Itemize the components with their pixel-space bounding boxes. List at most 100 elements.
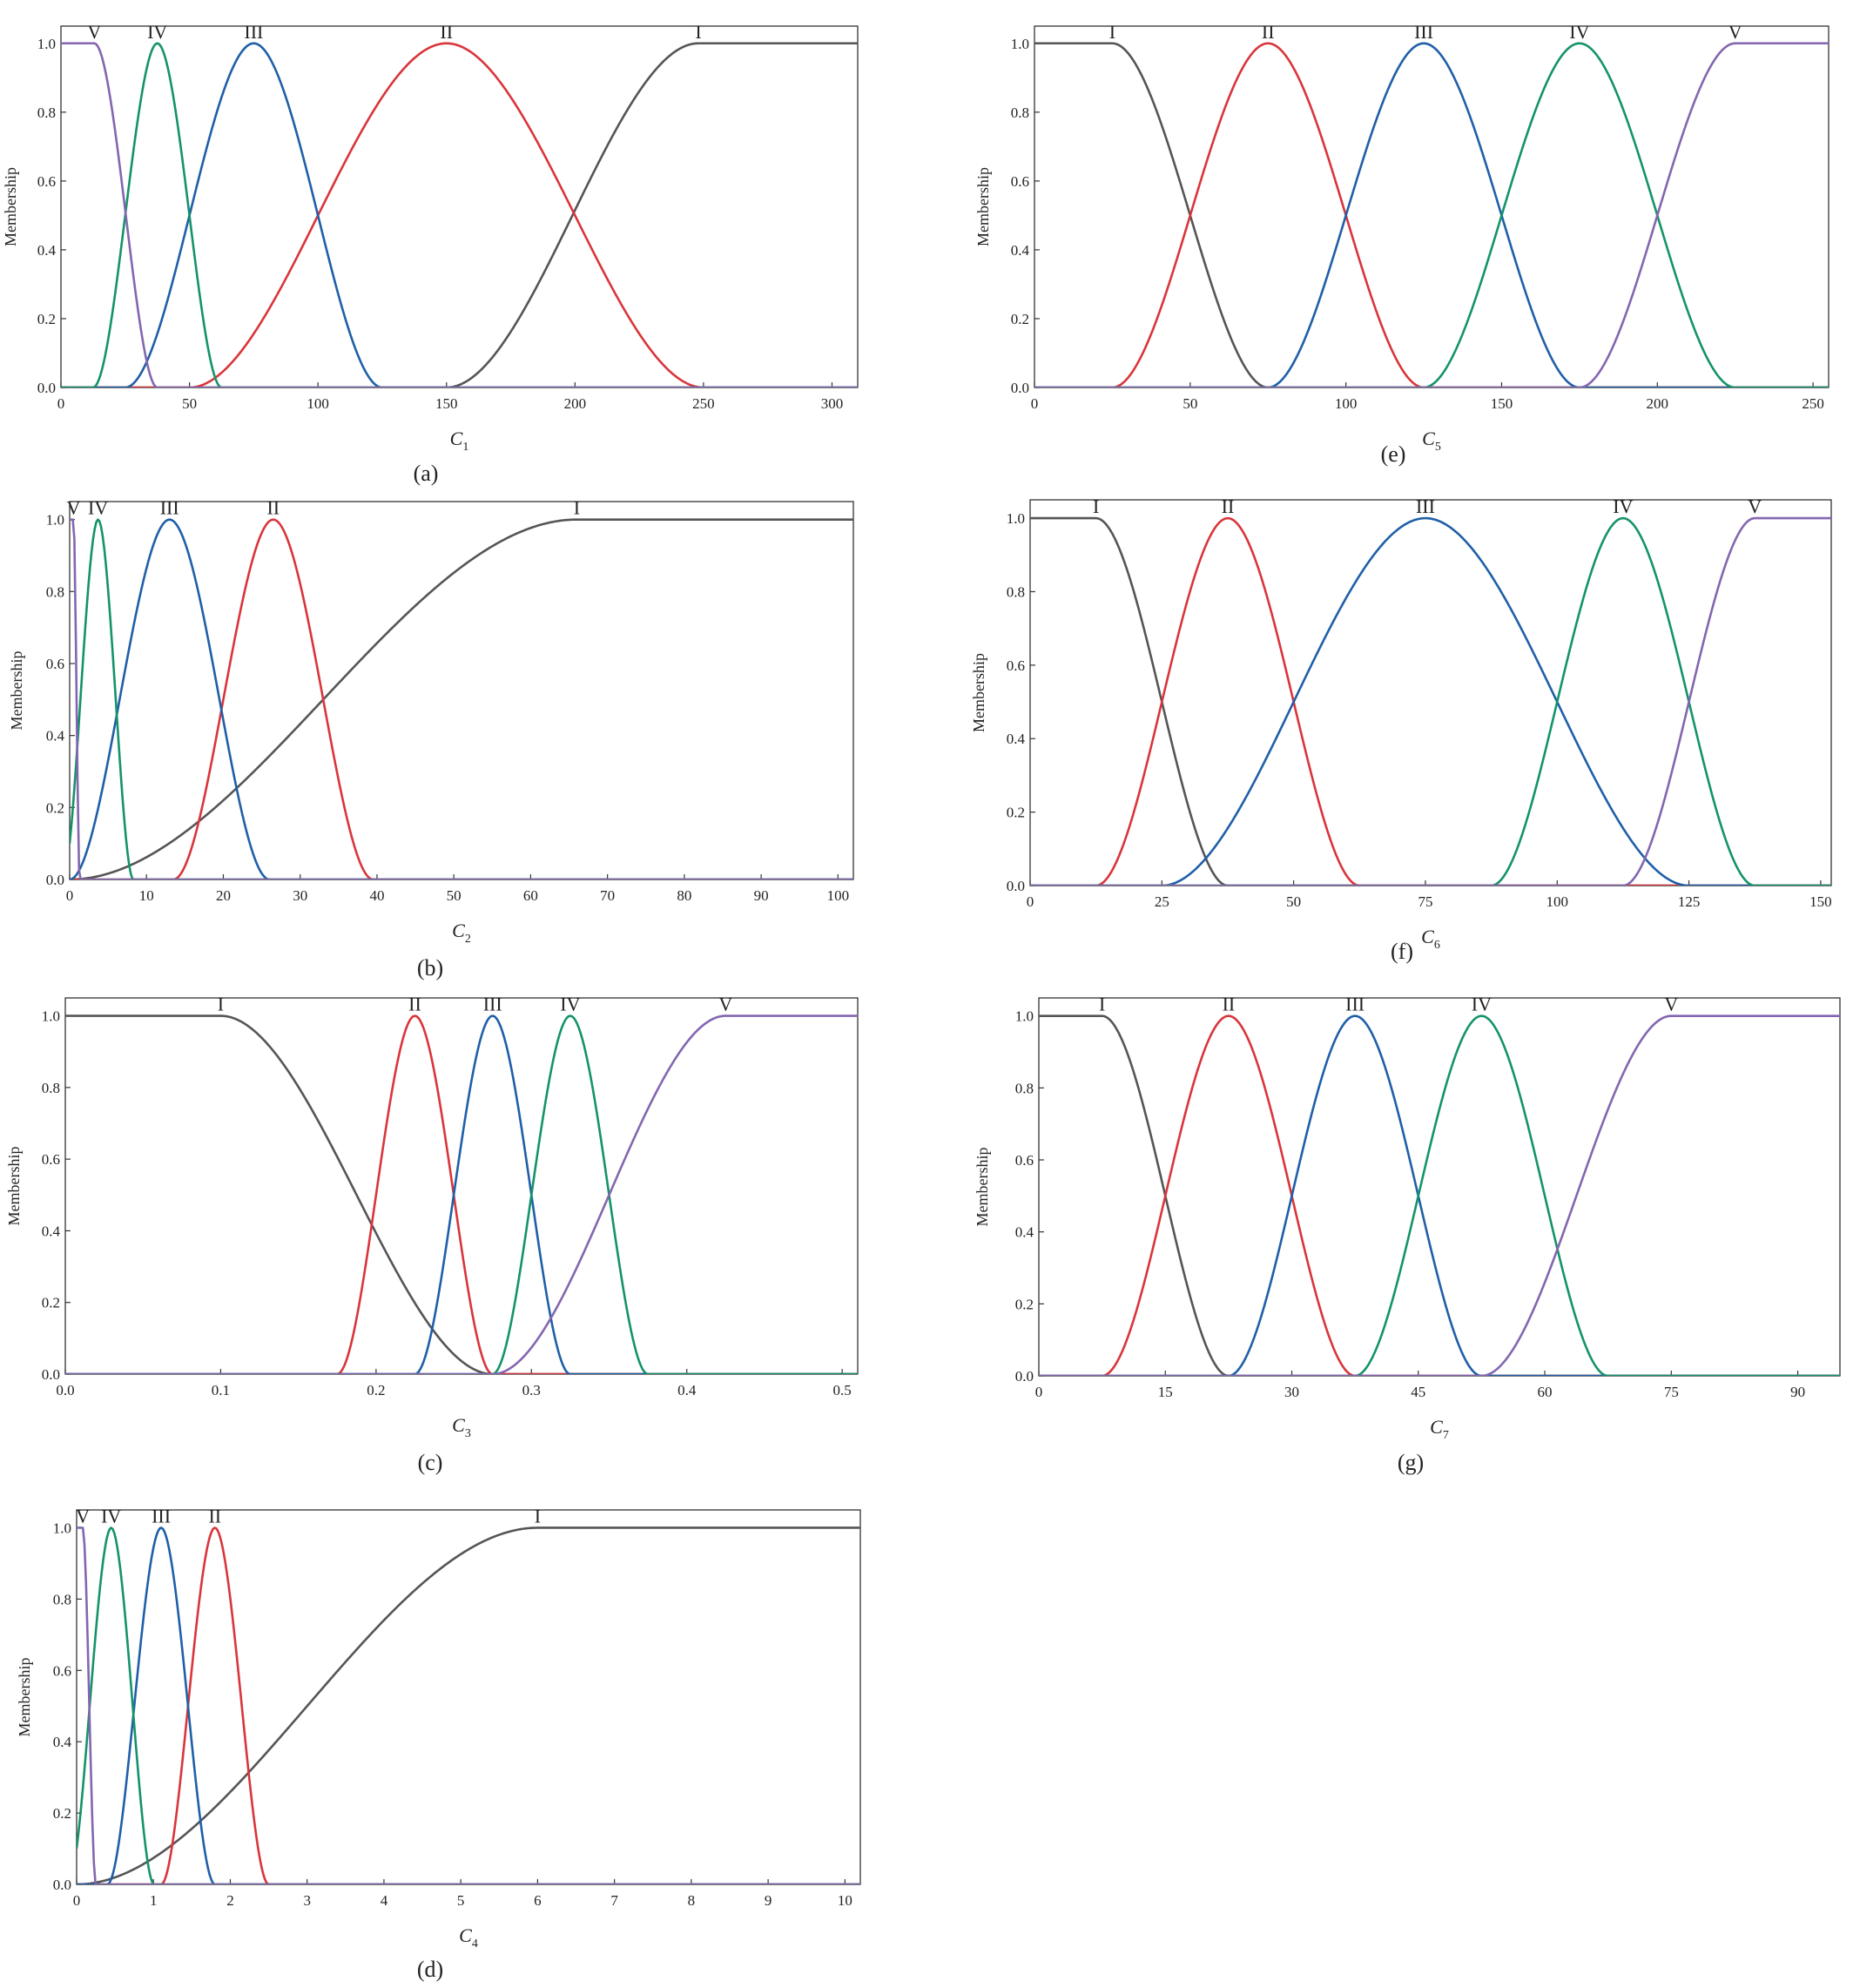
y-tick-label: 0.6 [1007, 657, 1025, 674]
x-axis-label-main: C [450, 428, 463, 449]
x-tick-label: 25 [1155, 893, 1169, 910]
plot-frame [1038, 997, 1841, 1377]
series-line-iii [1034, 42, 1829, 387]
x-tick-label: 70 [600, 887, 615, 904]
panel-caption: (f) [1391, 939, 1413, 964]
y-axis-label: Membership [970, 653, 987, 732]
x-tick-label: 0.3 [522, 1382, 541, 1398]
series-line-ii [65, 1014, 858, 1374]
y-tick-label: 0.2 [37, 311, 56, 327]
x-tick-label: 0 [66, 887, 74, 904]
series-line-iii [1039, 1014, 1840, 1376]
x-tick-label: 0 [57, 395, 65, 412]
x-axis-label: C6 [1421, 926, 1440, 952]
series-label-iii: III [160, 497, 179, 519]
y-tick-label: 1.0 [46, 512, 64, 529]
panel-caption: (b) [417, 955, 443, 981]
y-axis-label: Membership [5, 1147, 23, 1226]
x-tick-label: 100 [827, 887, 850, 904]
y-tick-label: 0.2 [1007, 805, 1025, 821]
y-tick-label: 0.8 [1015, 1080, 1034, 1096]
y-tick-label: 0.4 [1007, 731, 1026, 747]
series-label-v: V [76, 1505, 90, 1526]
plot-frame [76, 1509, 861, 1885]
series-label-i: I [535, 1505, 541, 1526]
x-tick-label: 0.1 [212, 1382, 230, 1398]
series-line-iv [77, 1526, 860, 1884]
y-tick-label: 0.8 [1011, 104, 1029, 121]
x-axis-label-subscript: 5 [1435, 441, 1441, 454]
y-tick-label: 1.0 [42, 1008, 60, 1025]
series-line-ii [1039, 1014, 1840, 1376]
x-tick-label: 0.0 [56, 1382, 74, 1398]
series-line-v [65, 1014, 858, 1374]
series-label-v: V [1664, 994, 1678, 1015]
x-tick-label: 150 [1809, 893, 1832, 910]
series-label-iv: IV [560, 994, 580, 1015]
plot-frame [1029, 499, 1832, 886]
series-label-ii: II [408, 994, 421, 1015]
x-axis-label-main: C [459, 1924, 472, 1946]
y-tick-label: 0.2 [53, 1805, 71, 1822]
y-tick-label: 0.6 [42, 1151, 60, 1168]
panel-caption: (e) [1381, 441, 1406, 467]
series-label-v: V [1728, 21, 1742, 43]
x-axis-label-subscript: 4 [472, 1937, 478, 1951]
y-tick-label: 0.8 [46, 583, 64, 600]
series-line-iv [61, 42, 858, 387]
x-tick-label: 80 [677, 887, 691, 904]
x-tick-label: 3 [303, 1892, 311, 1909]
plot-frame [60, 25, 859, 388]
x-axis-label: C2 [452, 920, 471, 946]
y-tick-label: 0.6 [37, 173, 56, 190]
y-tick-label: 0.0 [42, 1366, 60, 1383]
y-axis-label: Membership [974, 167, 992, 246]
x-axis-label-main: C [452, 920, 465, 941]
series-label-ii: II [1223, 994, 1236, 1015]
y-tick-label: 0.6 [53, 1662, 71, 1679]
series-label-i: I [218, 994, 224, 1015]
series-line-i [77, 1526, 860, 1884]
y-tick-label: 0.2 [42, 1295, 60, 1311]
x-tick-label: 60 [523, 887, 538, 904]
x-tick-label: 0.2 [367, 1382, 385, 1398]
series-line-v [70, 518, 853, 879]
x-tick-label: 250 [692, 395, 715, 412]
x-tick-label: 7 [610, 1892, 618, 1909]
series-line-v [1039, 1014, 1840, 1376]
panel-caption: (d) [417, 1957, 443, 1982]
x-tick-label: 50 [182, 395, 197, 412]
x-tick-label: 40 [369, 887, 384, 904]
x-tick-label: 30 [293, 887, 307, 904]
x-tick-label: 1 [150, 1892, 158, 1909]
y-tick-label: 0.4 [1011, 242, 1030, 259]
x-tick-label: 100 [1335, 395, 1358, 412]
y-tick-label: 0.8 [1007, 583, 1025, 600]
x-tick-label: 100 [1546, 893, 1569, 910]
panel-caption: (g) [1398, 1450, 1424, 1475]
x-tick-label: 8 [688, 1892, 696, 1909]
y-tick-label: 0.4 [37, 242, 57, 259]
panel-caption: (c) [418, 1450, 443, 1475]
y-tick-label: 1.0 [1015, 1008, 1034, 1025]
y-tick-label: 0.8 [37, 104, 56, 121]
x-tick-label: 5 [457, 1892, 465, 1909]
y-tick-label: 0.4 [42, 1223, 61, 1239]
x-axis-label-main: C [452, 1414, 465, 1436]
y-tick-label: 0.6 [1015, 1152, 1034, 1169]
series-line-ii [70, 518, 853, 879]
series-line-ii [61, 42, 858, 387]
series-label-i: I [1099, 994, 1105, 1015]
series-label-i: I [695, 21, 701, 43]
x-tick-label: 6 [534, 1892, 542, 1909]
x-tick-label: 30 [1284, 1384, 1299, 1400]
series-line-ii [77, 1526, 860, 1884]
series-line-v [77, 1526, 860, 1884]
x-tick-label: 250 [1802, 395, 1824, 412]
y-tick-label: 0.6 [1011, 173, 1029, 190]
series-label-i: I [1093, 495, 1099, 517]
x-tick-label: 10 [838, 1892, 852, 1909]
x-axis-label-main: C [1430, 1416, 1443, 1438]
x-tick-label: 60 [1538, 1384, 1553, 1400]
series-line-ii [1034, 42, 1829, 387]
